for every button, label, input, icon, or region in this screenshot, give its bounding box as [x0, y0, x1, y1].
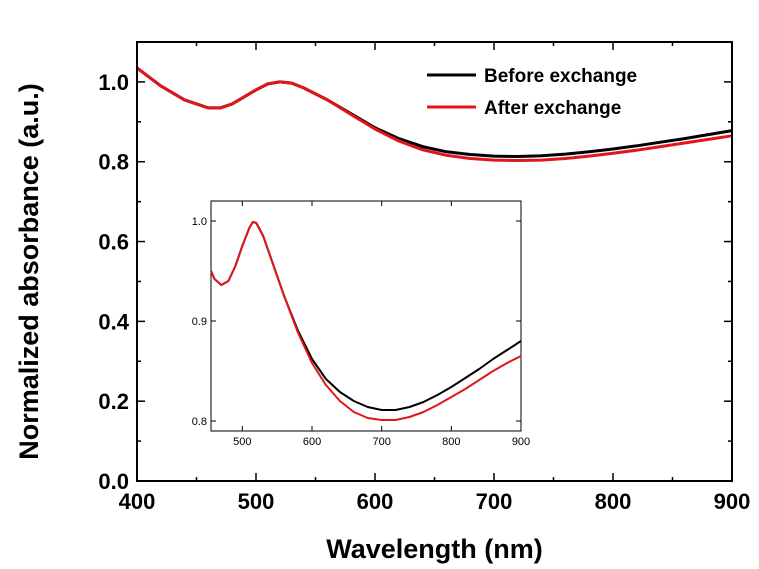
y-tick-label: 0.8 — [98, 150, 129, 175]
main-series — [136, 66, 733, 162]
y-tick-label: 0.4 — [98, 309, 129, 334]
series-before-exchange-line — [136, 66, 733, 158]
legend: Before exchange After exchange — [427, 66, 637, 119]
x-tick-label: 700 — [476, 489, 513, 514]
y-axis-title: Normalized absorbance (a.u.) — [14, 83, 44, 460]
y-tick-label: 0.0 — [98, 469, 129, 494]
legend-label: Before exchange — [484, 66, 637, 87]
inset-frame — [210, 200, 522, 432]
x-axis-title: Wavelength (nm) — [326, 534, 543, 564]
main-ticks: 400 500 600 700 800 900 0.0 0.2 0.4 0.6 0.8 1.0 — [98, 42, 750, 514]
y-tick-label: 1.0 — [98, 70, 129, 95]
inset-y-tick-label: 1.0 — [192, 216, 207, 228]
y-tick-label: 0.6 — [98, 230, 129, 255]
inset-x-tick-label: 900 — [512, 436, 530, 448]
main-plot-frame — [136, 41, 733, 482]
x-tick-label: 600 — [357, 489, 394, 514]
inset-series-after-line — [210, 221, 522, 421]
x-tick-label: 800 — [595, 489, 632, 514]
series-after-exchange-line — [136, 66, 733, 162]
y-tick-label: 0.2 — [98, 389, 129, 414]
inset-x-tick-label: 600 — [303, 436, 321, 448]
inset-x-tick-label: 500 — [233, 436, 251, 448]
x-tick-label: 900 — [714, 489, 751, 514]
legend-label: After exchange — [484, 98, 621, 119]
inset-x-tick-label: 700 — [372, 436, 390, 448]
inset-y-tick-label: 0.9 — [192, 316, 207, 328]
inset-x-tick-label: 800 — [442, 436, 460, 448]
inset-series — [210, 221, 522, 421]
x-tick-label: 500 — [238, 489, 275, 514]
inset-y-tick-label: 0.8 — [192, 416, 207, 428]
x-tick-label: 400 — [119, 489, 156, 514]
inset-ticks: 500 600 700 800 900 0.8 0.9 1.0 — [192, 201, 530, 448]
